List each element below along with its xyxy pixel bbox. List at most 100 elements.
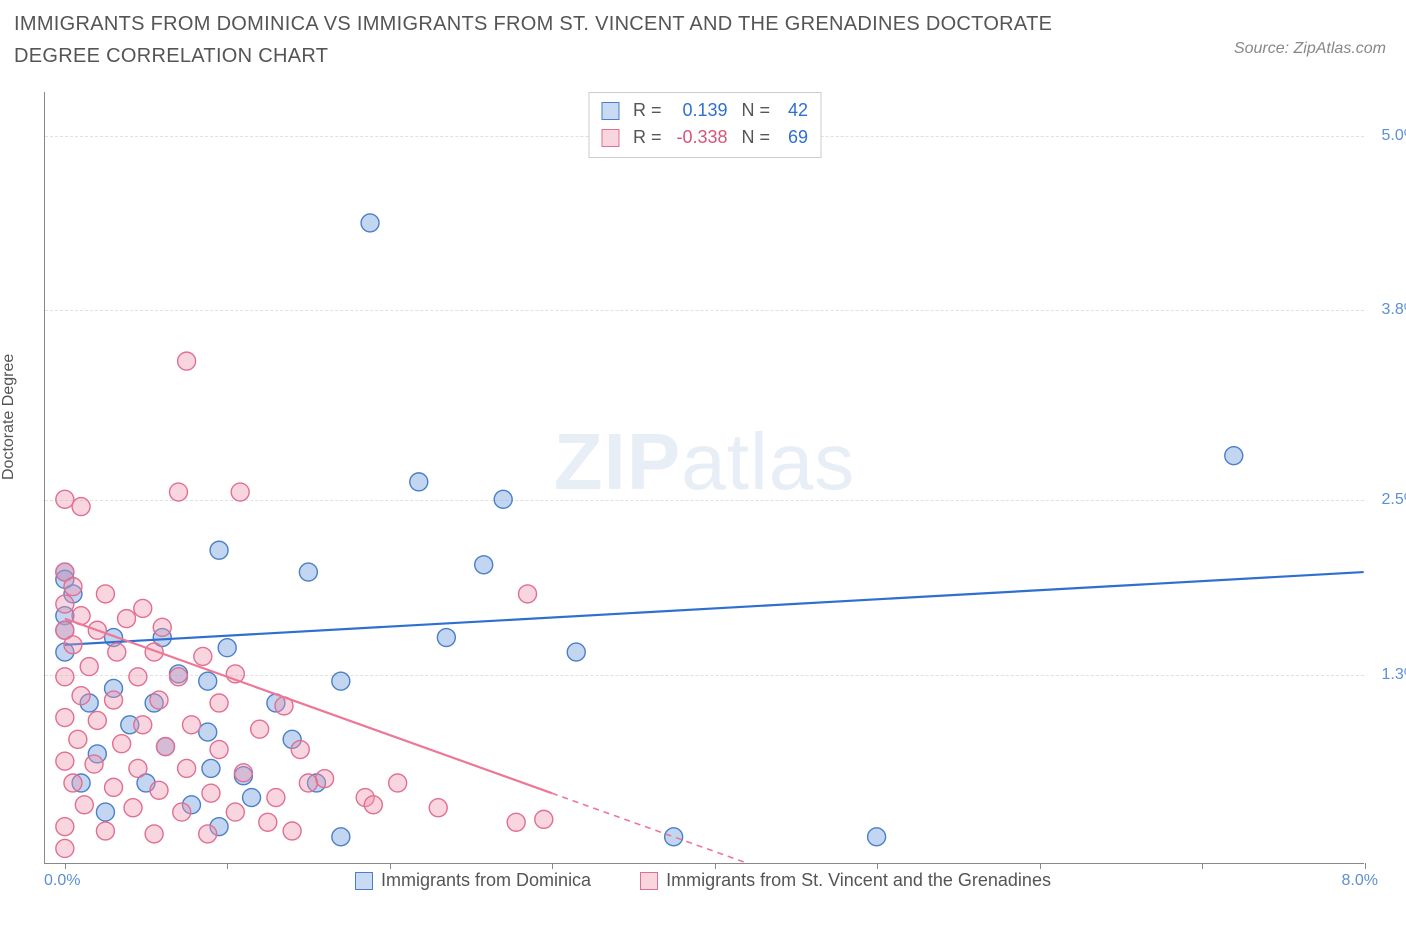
data-point-pink	[56, 752, 74, 770]
data-point-pink	[56, 818, 74, 836]
data-point-pink	[72, 498, 90, 516]
data-point-pink	[535, 810, 553, 828]
data-point-blue	[361, 214, 379, 232]
data-point-blue	[475, 556, 493, 574]
data-point-pink	[88, 711, 106, 729]
data-point-pink	[291, 741, 309, 759]
data-point-pink	[234, 764, 252, 782]
data-point-pink	[389, 774, 407, 792]
y-tick-label: 5.0%	[1370, 127, 1406, 145]
stats-n-label: N =	[742, 97, 771, 124]
data-point-pink	[157, 738, 175, 756]
x-tick	[390, 863, 391, 869]
data-point-blue	[199, 672, 217, 690]
stats-n-value: 69	[774, 124, 808, 151]
data-point-pink	[96, 822, 114, 840]
data-point-pink	[210, 741, 228, 759]
data-point-blue	[299, 563, 317, 581]
data-point-pink	[364, 796, 382, 814]
swatch-blue-icon	[355, 872, 373, 890]
stats-n-label: N =	[742, 124, 771, 151]
data-point-pink	[113, 735, 131, 753]
data-point-pink	[429, 799, 447, 817]
data-point-pink	[251, 720, 269, 738]
data-point-pink	[56, 490, 74, 508]
data-point-pink	[145, 825, 163, 843]
data-point-blue	[868, 828, 886, 846]
data-point-pink	[519, 585, 537, 603]
x-tick	[65, 863, 66, 869]
data-point-blue	[199, 723, 217, 741]
data-point-pink	[316, 770, 334, 788]
data-point-pink	[267, 789, 285, 807]
data-point-pink	[182, 716, 200, 734]
data-point-pink	[202, 784, 220, 802]
y-tick-label: 2.5%	[1370, 491, 1406, 509]
x-tick	[1202, 863, 1203, 869]
stats-r-label: R =	[633, 97, 662, 124]
data-point-pink	[178, 759, 196, 777]
data-point-pink	[56, 709, 74, 727]
data-point-blue	[494, 490, 512, 508]
stats-row: R =-0.338N =69	[601, 124, 808, 151]
data-point-blue	[567, 643, 585, 661]
data-point-pink	[80, 658, 98, 676]
data-point-pink	[134, 599, 152, 617]
data-point-pink	[134, 716, 152, 734]
data-point-pink	[69, 730, 87, 748]
data-point-pink	[64, 636, 82, 654]
data-point-pink	[178, 352, 196, 370]
legend-item-dominica: Immigrants from Dominica	[355, 870, 591, 891]
data-point-pink	[129, 668, 147, 686]
data-point-pink	[64, 578, 82, 596]
y-tick-label: 3.8%	[1370, 301, 1406, 319]
data-point-pink	[259, 813, 277, 831]
source-label: Source: ZipAtlas.com	[1234, 40, 1386, 58]
data-point-pink	[64, 774, 82, 792]
data-point-pink	[105, 691, 123, 709]
data-point-pink	[194, 647, 212, 665]
chart-svg	[45, 92, 1364, 863]
data-point-pink	[75, 796, 93, 814]
legend-label-dominica: Immigrants from Dominica	[381, 870, 591, 891]
data-point-blue	[410, 473, 428, 491]
data-point-pink	[210, 694, 228, 712]
data-point-pink	[150, 691, 168, 709]
data-point-pink	[169, 483, 187, 501]
y-axis-label: Doctorate Degree	[0, 354, 18, 480]
regression-line-pink-extrapolated	[552, 793, 747, 863]
x-tick	[877, 863, 878, 869]
data-point-pink	[226, 803, 244, 821]
data-point-pink	[169, 668, 187, 686]
data-point-blue	[96, 803, 114, 821]
stats-n-value: 42	[774, 97, 808, 124]
x-tick	[227, 863, 228, 869]
data-point-pink	[199, 825, 217, 843]
data-point-pink	[283, 822, 301, 840]
data-point-pink	[299, 774, 317, 792]
data-point-pink	[118, 610, 136, 628]
data-point-pink	[56, 839, 74, 857]
y-tick-label: 1.3%	[1370, 666, 1406, 684]
data-point-pink	[108, 643, 126, 661]
x-tick	[1040, 863, 1041, 869]
data-point-blue	[1225, 447, 1243, 465]
data-point-pink	[96, 585, 114, 603]
x-tick	[715, 863, 716, 869]
data-point-pink	[56, 595, 74, 613]
stats-row: R =0.139N =42	[601, 97, 808, 124]
data-point-pink	[153, 618, 171, 636]
data-point-pink	[507, 813, 525, 831]
regression-line-blue	[65, 572, 1364, 645]
data-point-pink	[105, 778, 123, 796]
data-point-blue	[202, 759, 220, 777]
data-point-blue	[243, 789, 261, 807]
swatch-pink-icon	[640, 872, 658, 890]
stats-r-value: -0.338	[666, 124, 728, 151]
x-tick	[552, 863, 553, 869]
data-point-blue	[218, 639, 236, 657]
stats-swatch-icon	[601, 102, 619, 120]
data-point-blue	[332, 828, 350, 846]
data-point-pink	[231, 483, 249, 501]
stats-swatch-icon	[601, 129, 619, 147]
